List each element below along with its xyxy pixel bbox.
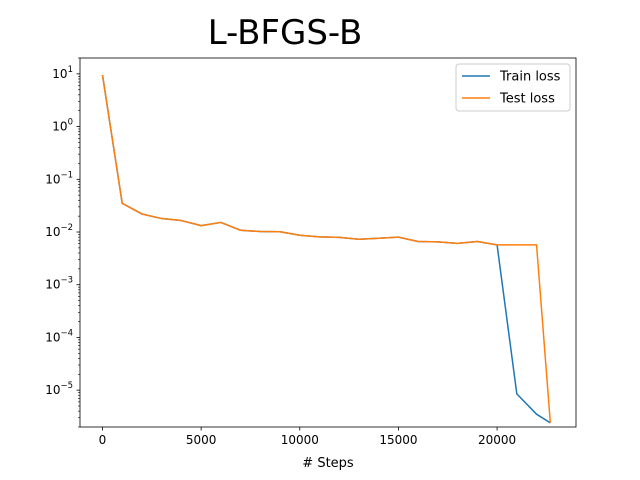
series-line-train-loss	[101, 74, 551, 424]
axes-frame	[79, 57, 577, 428]
legend-label-train-loss: Train loss	[499, 70, 561, 85]
y-tick-label: 10−3	[45, 276, 73, 292]
plot-area	[101, 74, 552, 424]
legend: Train loss Test loss	[455, 63, 571, 112]
x-tick-label: 5000	[186, 433, 217, 447]
x-tick-label: 20000	[478, 433, 516, 447]
y-tick-label: 10−4	[45, 328, 73, 344]
y-tick-label: 10−1	[45, 170, 73, 186]
x-tick-label: 15000	[379, 433, 417, 447]
y-tick-label: 10−5	[45, 381, 73, 397]
x-tick-label: 0	[99, 433, 107, 447]
axes: 0 5000 10000 15000 20000 10−5 10−4 10−3 10−2 10−1…	[45, 57, 577, 447]
y-tick-label: 10−2	[45, 223, 73, 239]
legend-label-test-loss: Test loss	[499, 92, 555, 107]
x-tick-label: 10000	[281, 433, 319, 447]
y-tick-label: 100	[52, 118, 73, 134]
x-axis-label: # Steps	[302, 456, 354, 471]
y-tick-label: 101	[52, 65, 73, 81]
series-line-test-loss	[101, 74, 552, 423]
chart-title: L-BFGS-B	[208, 13, 363, 53]
